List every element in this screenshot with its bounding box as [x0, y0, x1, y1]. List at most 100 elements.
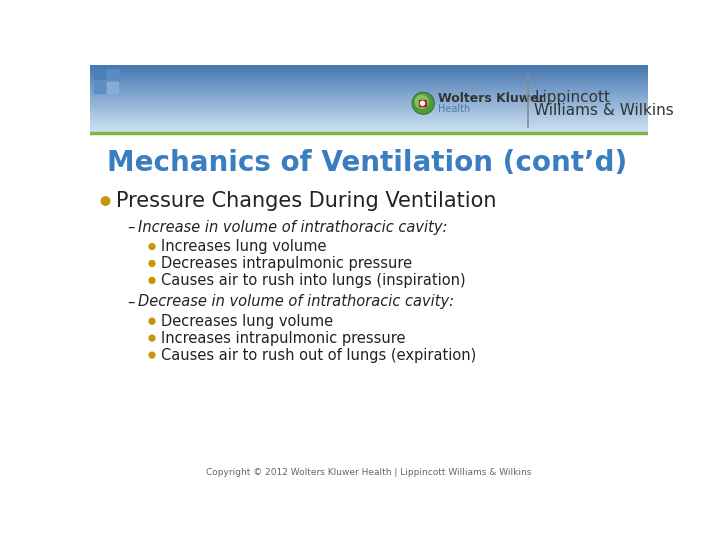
Bar — [90, 89, 648, 90]
Bar — [419, 100, 426, 106]
Bar — [107, 82, 118, 92]
Bar — [90, 116, 648, 117]
Bar — [90, 127, 648, 128]
Bar — [94, 69, 104, 79]
Bar — [90, 84, 648, 85]
Bar — [90, 126, 648, 127]
Bar — [90, 105, 648, 107]
Bar — [90, 72, 648, 73]
Bar — [90, 93, 648, 95]
Bar — [90, 133, 648, 481]
Bar — [90, 92, 648, 93]
Bar — [90, 118, 648, 119]
Bar — [90, 121, 648, 122]
Text: Health: Health — [438, 104, 470, 114]
Bar — [90, 96, 648, 97]
Circle shape — [413, 93, 433, 113]
Circle shape — [149, 335, 155, 341]
Bar — [107, 69, 118, 79]
Bar — [90, 112, 648, 113]
Bar — [90, 101, 648, 103]
Circle shape — [413, 92, 434, 114]
Bar — [90, 66, 648, 68]
Bar — [90, 132, 648, 133]
Text: Increases lung volume: Increases lung volume — [161, 239, 326, 254]
Bar — [90, 109, 648, 110]
Bar — [90, 124, 648, 125]
Bar — [90, 97, 648, 98]
Bar — [90, 125, 648, 126]
Bar — [90, 129, 648, 130]
Bar — [90, 64, 648, 66]
Bar — [90, 65, 648, 66]
Bar — [90, 69, 648, 70]
Text: Causes air to rush out of lungs (expiration): Causes air to rush out of lungs (expirat… — [161, 348, 476, 362]
Bar — [90, 102, 648, 103]
Bar — [90, 115, 648, 116]
Bar — [90, 131, 648, 132]
Text: Decrease in volume of intrathoracic cavity:: Decrease in volume of intrathoracic cavi… — [138, 294, 454, 309]
Bar — [90, 105, 648, 106]
Circle shape — [149, 260, 155, 266]
Bar — [90, 83, 648, 84]
Text: Pressure Changes During Ventilation: Pressure Changes During Ventilation — [116, 191, 496, 211]
Bar — [90, 111, 648, 112]
Bar — [90, 95, 648, 97]
Bar — [90, 73, 648, 74]
Circle shape — [420, 102, 424, 105]
Text: –: – — [127, 294, 135, 309]
Circle shape — [149, 278, 155, 284]
Bar — [90, 90, 648, 91]
Bar — [90, 124, 648, 126]
Bar — [90, 75, 648, 76]
Text: –: – — [127, 220, 135, 235]
Bar — [90, 71, 648, 72]
Bar — [90, 83, 648, 84]
Circle shape — [149, 352, 155, 358]
Text: Wolters Kluwer: Wolters Kluwer — [438, 92, 545, 105]
Bar — [90, 103, 648, 104]
Text: Williams & Wilkins: Williams & Wilkins — [534, 103, 674, 118]
Bar — [90, 67, 648, 68]
Bar — [90, 104, 648, 105]
Bar — [90, 89, 648, 91]
Bar — [90, 93, 648, 94]
Bar — [90, 106, 648, 107]
Bar — [90, 99, 648, 101]
Circle shape — [149, 318, 155, 324]
Bar — [90, 76, 648, 77]
Circle shape — [415, 95, 428, 108]
Text: Decreases intrapulmonic pressure: Decreases intrapulmonic pressure — [161, 256, 412, 271]
Bar — [90, 113, 648, 114]
Bar — [90, 80, 648, 82]
Bar — [90, 112, 648, 113]
Bar — [90, 108, 648, 109]
Text: Increase in volume of intrathoracic cavity:: Increase in volume of intrathoracic cavi… — [138, 220, 447, 235]
Bar — [90, 78, 648, 79]
Bar — [90, 130, 648, 131]
Text: Increases intrapulmonic pressure: Increases intrapulmonic pressure — [161, 330, 405, 346]
Circle shape — [102, 197, 109, 205]
Bar — [90, 123, 648, 124]
Bar — [90, 130, 648, 132]
Bar — [90, 70, 648, 71]
Bar — [90, 120, 648, 122]
Text: Copyright © 2012 Wolters Kluwer Health | Lippincott Williams & Wilkins: Copyright © 2012 Wolters Kluwer Health |… — [207, 468, 531, 477]
Bar — [90, 91, 648, 92]
Text: Causes air to rush into lungs (inspiration): Causes air to rush into lungs (inspirati… — [161, 273, 465, 288]
Bar — [90, 94, 648, 96]
Bar — [90, 87, 648, 88]
Bar — [90, 110, 648, 111]
Bar — [90, 74, 648, 75]
Bar — [90, 87, 648, 89]
Bar — [94, 82, 104, 92]
Bar — [90, 80, 648, 81]
Bar — [90, 107, 648, 109]
Bar — [90, 70, 648, 72]
Text: Lippincott: Lippincott — [534, 90, 610, 105]
Bar — [90, 128, 648, 129]
Bar — [90, 85, 648, 86]
Circle shape — [149, 244, 155, 249]
Bar — [90, 114, 648, 116]
Bar — [90, 119, 648, 120]
